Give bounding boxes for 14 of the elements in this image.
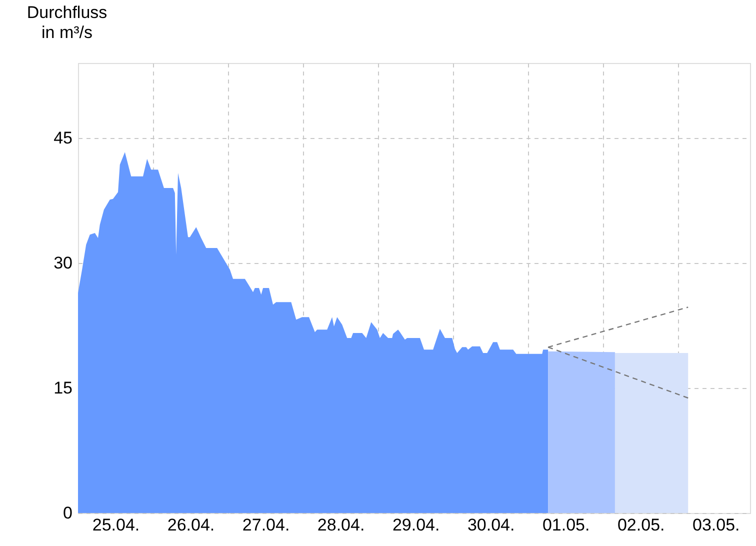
y-axis-title: Durchfluss in m³/s bbox=[26, 3, 108, 42]
x-tick-label: 25.04. bbox=[92, 516, 140, 534]
x-tick-label: 30.04. bbox=[467, 516, 515, 534]
x-tick-label: 28.04. bbox=[317, 516, 365, 534]
y-tick-label: 15 bbox=[54, 378, 72, 398]
y-tick-label: 30 bbox=[54, 254, 72, 272]
x-tick-label: 26.04. bbox=[167, 516, 215, 534]
x-tick-label: 02.05. bbox=[617, 516, 665, 534]
x-tick-label: 29.04. bbox=[392, 516, 440, 534]
y-tick-label: 45 bbox=[54, 128, 72, 148]
x-tick-label: 03.05. bbox=[692, 516, 740, 534]
x-tick-label: 27.04. bbox=[242, 516, 290, 534]
y-tick-label: 0 bbox=[63, 504, 72, 522]
x-tick-label: 01.05. bbox=[542, 516, 590, 534]
